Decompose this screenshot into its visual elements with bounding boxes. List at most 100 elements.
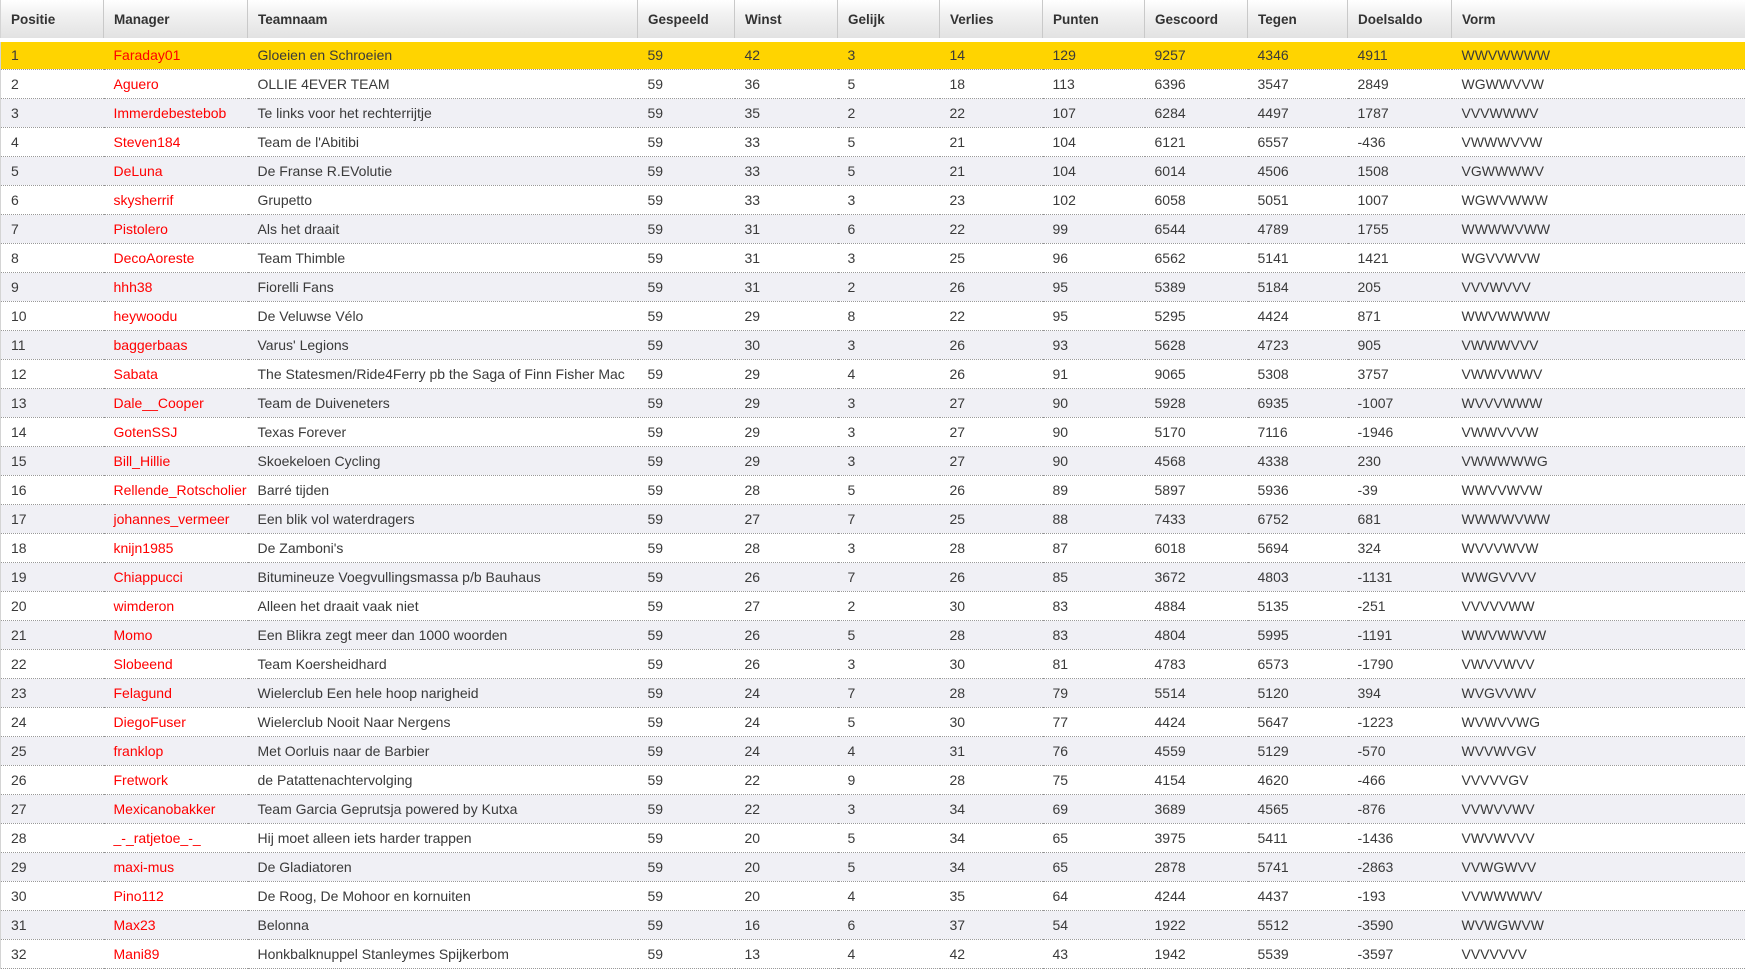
manager-link[interactable]: DiegoFuser <box>113 713 186 730</box>
cell-tegen: 5129 <box>1257 742 1289 759</box>
manager-link[interactable]: Momo <box>113 626 153 643</box>
manager-link[interactable]: Felagund <box>113 684 172 701</box>
manager-link[interactable]: heywoodu <box>113 307 178 324</box>
manager-link[interactable]: _-_ratjetoe_-_ <box>113 829 201 846</box>
cell-gescoord: 3975 <box>1154 829 1186 846</box>
manager-link[interactable]: Pistolero <box>113 220 168 237</box>
manager-link[interactable]: franklop <box>113 742 164 759</box>
cell-punten: 129 <box>1052 47 1076 64</box>
manager-link[interactable]: hhh38 <box>113 278 153 295</box>
cell-teamnaam: Varus' Legions <box>257 336 349 353</box>
manager-link[interactable]: knijn1985 <box>113 539 174 556</box>
cell-winst: 35 <box>744 104 761 121</box>
manager-link[interactable]: Rellende_Rotscholier <box>113 481 247 498</box>
standings-table-body: 1 Faraday01 Gloeien en Schroeien 59 42 3 14 129… <box>0 40 1745 968</box>
manager-link[interactable]: GotenSSJ <box>113 423 178 440</box>
cell-gescoord: 5170 <box>1154 423 1186 440</box>
manager-link[interactable]: Faraday01 <box>113 47 181 64</box>
cell-teamnaam: Grupetto <box>257 191 312 208</box>
cell-gelijk: 2 <box>847 278 856 295</box>
cell-teamnaam: de Patattenachtervolging <box>257 771 413 788</box>
cell-vorm: WVWVVWG <box>1461 713 1541 730</box>
cell-verlies: 21 <box>949 162 966 179</box>
cell-gespeeld: 59 <box>647 104 664 121</box>
cell-tegen: 3547 <box>1257 75 1289 92</box>
cell-manager: franklop <box>104 736 248 765</box>
cell-punten: 43 <box>1052 945 1069 962</box>
manager-link[interactable]: maxi-mus <box>113 858 175 875</box>
cell-gespeeld: 59 <box>647 220 664 237</box>
cell-vorm: WVVVWWW <box>1461 394 1543 411</box>
cell-teamnaam: Team de l'Abitibi <box>257 133 360 150</box>
cell-gelijk: 3 <box>847 539 856 556</box>
cell-teamnaam: Team de Duiveneters <box>257 394 390 411</box>
manager-link[interactable]: wimderon <box>113 597 175 614</box>
cell-teamnaam: Barré tijden <box>257 481 330 498</box>
cell-gescoord: 4154 <box>1154 771 1186 788</box>
cell-positie: 13 <box>11 394 27 411</box>
cell-verlies: 27 <box>949 423 966 440</box>
manager-link[interactable]: Slobeend <box>113 655 173 672</box>
column-header-doelsaldo: Doelsaldo <box>1347 0 1452 42</box>
cell-gespeeld: 59 <box>647 945 664 962</box>
cell-gelijk: 3 <box>847 191 856 208</box>
cell-vorm: WWWWVWW <box>1461 510 1551 527</box>
cell-gespeeld: 59 <box>647 568 664 585</box>
cell-doelsaldo: 905 <box>1357 336 1381 353</box>
cell-gescoord: 2878 <box>1154 858 1186 875</box>
manager-link[interactable]: Pino112 <box>113 887 164 904</box>
cell-punten: 81 <box>1052 655 1069 672</box>
cell-punten: 88 <box>1052 510 1069 527</box>
cell-tegen: 4497 <box>1257 104 1289 121</box>
cell-tegen: 5051 <box>1257 191 1289 208</box>
manager-link[interactable]: skysherrif <box>113 191 174 208</box>
cell-teamnaam: Wielerclub Een hele hoop narigheid <box>257 684 479 701</box>
cell-teamnaam: Een blik vol waterdragers <box>257 510 415 527</box>
cell-teamnaam: Met Oorluis naar de Barbier <box>257 742 430 759</box>
cell-doelsaldo: 1755 <box>1357 220 1389 237</box>
cell-teamnaam: Als het draait <box>257 220 340 237</box>
cell-positie: 20 <box>11 597 27 614</box>
cell-tegen: 6557 <box>1257 133 1289 150</box>
cell-positie: 2 <box>11 75 19 92</box>
manager-link[interactable]: Mani89 <box>113 945 160 962</box>
cell-punten: 89 <box>1052 481 1069 498</box>
cell-gelijk: 5 <box>847 626 856 643</box>
cell-verlies: 28 <box>949 684 966 701</box>
cell-doelsaldo: 1787 <box>1357 104 1389 121</box>
manager-link[interactable]: Bill_Hillie <box>113 452 171 469</box>
cell-vorm: VWWVVVW <box>1461 423 1539 440</box>
cell-manager: Aguero <box>104 69 248 98</box>
cell-manager: Chiappucci <box>104 562 248 591</box>
table-row: 5 DeLuna De Franse R.EVolutie 59 33 5 21 104 601… <box>0 156 1745 185</box>
manager-link[interactable]: Immerdebestebob <box>113 104 227 121</box>
cell-verlies: 22 <box>949 104 966 121</box>
manager-link[interactable]: Aguero <box>113 75 159 92</box>
manager-link[interactable]: Dale__Cooper <box>113 394 204 411</box>
manager-link[interactable]: Steven184 <box>113 133 181 150</box>
manager-link[interactable]: DeLuna <box>113 162 163 179</box>
manager-link[interactable]: johannes_vermeer <box>113 510 230 527</box>
cell-verlies: 23 <box>949 191 966 208</box>
cell-gespeeld: 59 <box>647 249 664 266</box>
cell-winst: 27 <box>744 510 761 527</box>
cell-gespeeld: 59 <box>647 829 664 846</box>
manager-link[interactable]: Fretwork <box>113 771 168 788</box>
cell-gelijk: 5 <box>847 713 856 730</box>
cell-doelsaldo: 205 <box>1357 278 1381 295</box>
table-row: 16 Rellende_Rotscholier Barré tijden 59 28 5 2… <box>0 475 1745 504</box>
manager-link[interactable]: Sabata <box>113 365 158 382</box>
cell-winst: 20 <box>744 858 761 875</box>
manager-link[interactable]: Chiappucci <box>113 568 183 585</box>
manager-link[interactable]: DecoAoreste <box>113 249 195 266</box>
cell-verlies: 25 <box>949 510 966 527</box>
column-header-gescoord: Gescoord <box>1144 0 1248 42</box>
cell-manager: _-_ratjetoe_-_ <box>104 823 248 852</box>
table-row: 22 Slobeend Team Koersheidhard 59 26 3 30 81 478… <box>0 649 1745 678</box>
table-row: 10 heywoodu De Veluwse Vélo 59 29 8 22 95 5295 44… <box>0 301 1745 330</box>
manager-link[interactable]: baggerbaas <box>113 336 188 353</box>
cell-winst: 33 <box>744 133 761 150</box>
manager-link[interactable]: Mexicanobakker <box>113 800 216 817</box>
manager-link[interactable]: Max23 <box>113 916 156 933</box>
column-header-teamnaam: Teamnaam <box>247 0 638 42</box>
